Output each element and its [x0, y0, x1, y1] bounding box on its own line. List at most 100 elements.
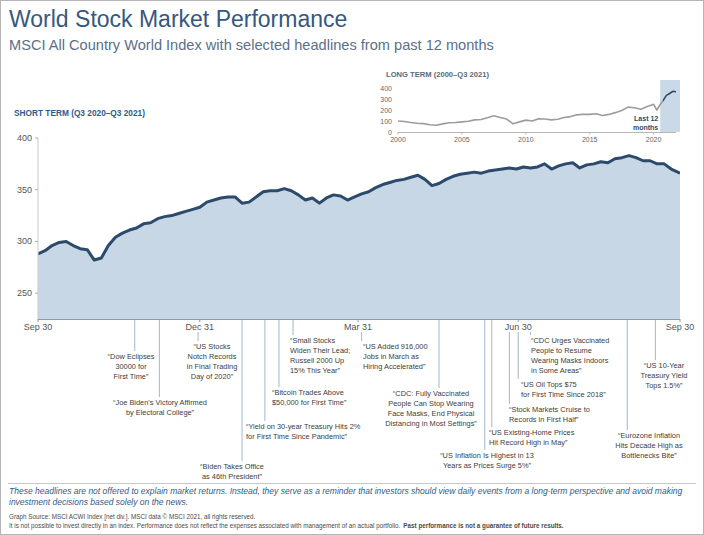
highlight-band [660, 80, 680, 132]
headline-text: “Yield on 30-year Treasury Hits 2% [246, 422, 361, 431]
headline-text: 30000 for [115, 362, 147, 371]
footer-note: investment decisions based solely on the… [9, 497, 188, 507]
chart-canvas: World Stock Market PerformanceMSCI All C… [0, 0, 704, 535]
y-axis-line [38, 138, 39, 319]
headlines: “Dow Eclipses30000 forFirst Time”“Joe Bi… [108, 320, 688, 481]
headline-leader [439, 320, 440, 388]
inset-y-tick-label: 400 [380, 85, 392, 92]
headline-leader [484, 320, 485, 450]
inset-x-tick-label: 2015 [582, 136, 598, 143]
page-border [1, 1, 704, 535]
footer-source: Graph Source: MSCI ACWI Index [net div.]… [9, 513, 256, 521]
y-tick [35, 241, 38, 242]
x-axis-line [38, 319, 680, 320]
headline-text: “US Oil Tops $75 [521, 380, 577, 389]
headline-text: $50,000 for First Time” [272, 398, 347, 407]
page: World Stock Market PerformanceMSCI All C… [0, 0, 704, 535]
headline-text: Face Masks, End Physical [388, 409, 475, 418]
index-line [38, 156, 680, 260]
inset-x-tick [398, 132, 399, 135]
headline-text: “US Stocks [194, 342, 231, 351]
headline-text: “Eurozone Inflation [618, 431, 680, 440]
inset-y-tick-label: 100 [380, 118, 392, 125]
x-tick-label: Sep 30 [666, 322, 695, 332]
highlight-label: Last 12 months [633, 115, 658, 131]
disclaimer-bold: Past performance is not a guarantee of f… [403, 522, 564, 530]
headline-leader [509, 332, 510, 404]
headline-text: People Can Stop Wearing [388, 399, 473, 408]
headline-leader [293, 320, 294, 335]
headline-leader [627, 320, 628, 430]
inset-x-tick [589, 132, 590, 135]
headline-text: by Electoral College” [126, 408, 195, 417]
headline-text: Treasury Yield [641, 371, 688, 380]
headline-text: 15% This Year” [290, 366, 341, 375]
headline-leader [361, 332, 362, 341]
inset-x-tick [525, 132, 526, 135]
y-tick-label: 250 [17, 288, 32, 298]
headline-text: “US Inflation Is Highest in 13 [440, 451, 534, 460]
headline-text: “Stock Markets Cruise to [509, 405, 590, 414]
headline-text: “Dow Eclipses [108, 352, 155, 361]
inset-x-tick-label: 2010 [518, 136, 534, 143]
headline-text: “US Added 916,000 [363, 342, 428, 351]
headline-leader [278, 320, 279, 387]
highlight-label-line: Last 12 [634, 115, 658, 122]
headline-leader [655, 320, 656, 360]
headline-text: “Bitcoin Trades Above [272, 388, 344, 397]
disclaimer-text: It is not possible to invest directly in… [9, 522, 401, 530]
x-tick-label: Dec 31 [186, 322, 215, 332]
x-tick-label: Mar 31 [344, 322, 372, 332]
highlight-label-line: months [633, 124, 658, 131]
inset-x-axis-line [398, 132, 676, 133]
inset-x-tick [461, 132, 462, 135]
headline-leader [518, 332, 519, 379]
inset-y-tick-label: 0 [388, 129, 392, 136]
headline-text: Wearing Masks Indoors [531, 356, 609, 365]
plot-area [38, 156, 680, 319]
headline-leader [134, 320, 135, 351]
inset-y-tick-label: 300 [380, 96, 392, 103]
headline-leader [264, 320, 265, 421]
y-tick [35, 293, 38, 294]
y-tick-label: 350 [17, 185, 32, 195]
headline-leader [242, 320, 243, 461]
inset-y-tick-label: 200 [380, 107, 392, 114]
y-tick-label: 400 [17, 133, 32, 143]
headline-text: People to Resume [531, 346, 592, 355]
headline-text: Russell 2000 Up [290, 356, 344, 365]
x-tick-label: Jun 30 [505, 322, 532, 332]
headline-text: Records in First Half” [509, 415, 579, 424]
headline-text: Tops 1.5%” [646, 381, 684, 390]
headline-text: Distancing in Most Settings” [385, 419, 477, 428]
inset-x-tick-label: 2000 [390, 136, 406, 143]
headline-text: as 46th President” [202, 472, 263, 481]
headline-text: “Small Stocks [290, 336, 335, 345]
long-term-line [398, 91, 676, 125]
headline-leader [159, 320, 160, 397]
footer-rule [8, 483, 696, 484]
headline-text: Jobs in March as [363, 352, 419, 361]
inset-x-tick-label: 2005 [454, 136, 470, 143]
chart-title: SHORT TERM (Q3 2020–Q3 2021) [14, 108, 145, 118]
y-tick-label: 300 [17, 236, 32, 246]
footer-disclaimer: It is not possible to invest directly in… [9, 522, 564, 530]
headline-text: “CDC: Fully Vaccinated [393, 389, 469, 398]
y-tick [35, 189, 38, 190]
x-tick-label: Sep 30 [24, 322, 53, 332]
headline-leader [198, 332, 199, 341]
headline-text: for First Time Since Pandemic” [246, 432, 348, 441]
headline-text: Hiring Accelerated” [363, 362, 426, 371]
headline-leader [491, 320, 492, 427]
headline-text: Notch Records [188, 352, 237, 361]
headline-text: Hit Record High in May” [489, 438, 568, 447]
headline-leader [530, 332, 531, 335]
headline-text: Hits Decade High as [615, 441, 683, 450]
headline-text: in Some Areas” [531, 366, 582, 375]
headline-text: “Joe Biden's Victory Affirmed [113, 398, 207, 407]
headline-text: for First Time Since 2018” [521, 390, 606, 399]
headline-text: Bottlenecks Bite” [621, 451, 677, 460]
footer-note: These headlines are not offered to expla… [9, 486, 683, 496]
headline-text: “US Existing-Home Prices [489, 428, 575, 437]
title: World Stock Market Performance [9, 6, 347, 32]
